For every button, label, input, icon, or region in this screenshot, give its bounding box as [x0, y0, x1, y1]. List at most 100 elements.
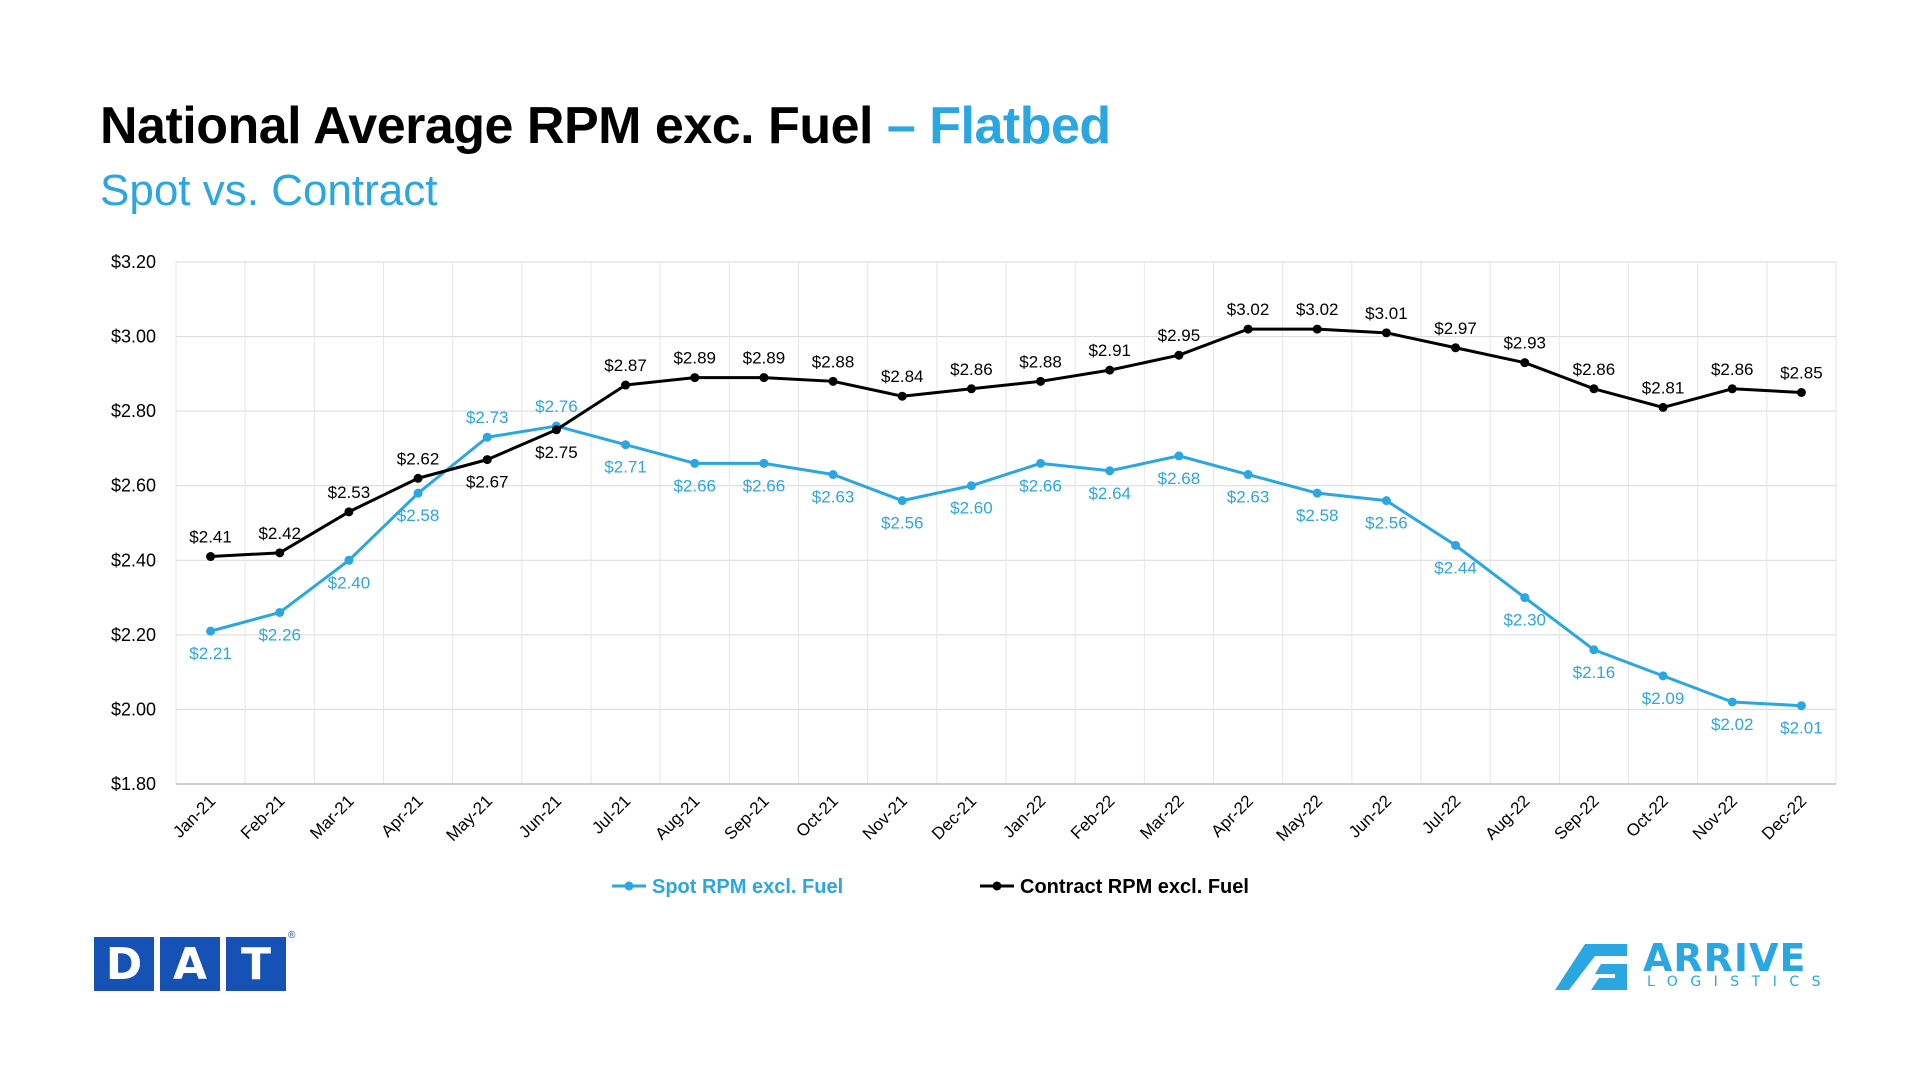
contract-data-label: $2.85	[1780, 364, 1823, 383]
contract-data-label: $2.86	[950, 360, 993, 379]
contract-data-point	[759, 373, 769, 383]
legend-label: Spot RPM excl. Fuel	[652, 876, 843, 898]
contract-data-label: $2.88	[812, 352, 855, 371]
spot-data-label: $2.56	[881, 514, 924, 533]
x-tick-label: Apr-21	[377, 791, 427, 841]
x-tick-label: Aug-22	[1481, 791, 1533, 843]
spot-data-point	[1796, 701, 1806, 711]
contract-data-point	[206, 552, 216, 562]
contract-data-point	[897, 391, 907, 401]
x-tick-label: Jun-21	[515, 791, 565, 841]
spot-data-label: $2.64	[1088, 484, 1131, 503]
spot-data-point	[1520, 593, 1530, 603]
x-tick-label: May-21	[443, 791, 497, 845]
y-tick-label: $3.00	[111, 327, 156, 347]
contract-data-label: $2.62	[397, 449, 440, 468]
spot-data-point	[966, 481, 976, 491]
spot-data-label: $2.40	[328, 573, 371, 592]
spot-data-label: $2.66	[673, 476, 716, 495]
chart-title-accent: – Flatbed	[886, 97, 1111, 155]
dat-logo-letter: A	[160, 937, 220, 991]
contract-data-point	[1658, 402, 1668, 412]
contract-data-label: $2.87	[604, 356, 647, 375]
contract-data-label: $3.02	[1227, 300, 1270, 319]
x-tick-label: May-22	[1273, 791, 1327, 845]
y-tick-label: $2.00	[111, 699, 156, 719]
spot-data-point	[344, 555, 354, 565]
spot-data-point	[690, 458, 700, 468]
contract-data-label: $2.84	[881, 367, 924, 386]
x-tick-label: Dec-21	[928, 791, 980, 843]
y-tick-label: $1.80	[111, 774, 156, 794]
spot-data-point	[413, 488, 423, 498]
x-tick-label: Oct-21	[792, 791, 842, 841]
spot-data-label: $2.71	[604, 458, 647, 477]
spot-data-label: $2.44	[1434, 558, 1477, 577]
contract-data-point	[1036, 376, 1046, 386]
contract-data-point	[1451, 343, 1461, 353]
y-tick-label: $2.40	[111, 550, 156, 570]
contract-data-point	[621, 380, 631, 390]
spot-data-label: $2.01	[1780, 719, 1823, 738]
spot-data-label: $2.30	[1503, 611, 1546, 630]
legend-swatch-marker	[992, 881, 1002, 891]
contract-data-label: $2.88	[1019, 352, 1062, 371]
contract-data-point	[966, 384, 976, 394]
x-tick-label: Feb-22	[1067, 791, 1119, 843]
spot-data-point	[828, 470, 838, 480]
registered-mark: ®	[288, 930, 296, 941]
contract-data-point	[1589, 384, 1599, 394]
data-labels: $2.21 $2.26 $2.40 $2.58 $2.73 $2.76 $2.71 $2.66…	[189, 300, 1822, 738]
contract-data-point	[1381, 328, 1391, 338]
spot-data-point	[1589, 645, 1599, 655]
spot-data-point	[621, 440, 631, 450]
spot-data-label: $2.66	[1019, 476, 1062, 495]
spot-data-point	[275, 607, 285, 617]
contract-data-point	[1243, 324, 1253, 334]
spot-data-label: $2.68	[1158, 469, 1201, 488]
arrive-subtext: LOGISTICS	[1647, 974, 1834, 990]
dat-logo-letter: T	[226, 937, 286, 991]
y-tick-label: $2.60	[111, 476, 156, 496]
contract-data-point	[275, 548, 285, 558]
contract-data-label: $2.67	[466, 473, 509, 492]
spot-data-point	[897, 496, 907, 506]
contract-data-label: $2.86	[1711, 360, 1754, 379]
legend-swatch-marker	[624, 881, 634, 891]
series-layer	[206, 324, 1806, 711]
spot-data-label: $2.60	[950, 499, 993, 518]
contract-data-label: $2.86	[1573, 360, 1616, 379]
contract-data-label: $2.75	[535, 443, 578, 462]
contract-data-label: $3.02	[1296, 300, 1339, 319]
spot-data-label: $2.09	[1642, 689, 1685, 708]
contract-data-point	[1727, 384, 1737, 394]
x-tick-label: Jun-22	[1345, 791, 1395, 841]
spot-data-label: $2.76	[535, 397, 578, 416]
x-tick-label: Apr-22	[1207, 791, 1257, 841]
contract-data-label: $3.01	[1365, 304, 1408, 323]
contract-data-point	[1174, 350, 1184, 360]
x-tick-label: Jan-22	[999, 791, 1049, 841]
contract-data-label: $2.97	[1434, 319, 1477, 338]
spot-data-point	[1727, 697, 1737, 707]
spot-data-point	[1243, 470, 1253, 480]
x-tick-label: Nov-21	[859, 791, 911, 843]
gridlines	[175, 261, 1837, 785]
spot-data-point	[1036, 458, 1046, 468]
spot-series-line	[210, 424, 1802, 708]
y-axis: $1.80 $2.00 $2.20 $2.40 $2.60 $2.80 $3.00 $3.20	[111, 252, 156, 794]
x-tick-label: Feb-21	[237, 791, 289, 843]
arrive-wordmark: ARRIVE	[1643, 936, 1807, 980]
legend-label: Contract RPM excl. Fuel	[1020, 876, 1249, 898]
contract-data-point	[551, 425, 561, 435]
spot-data-label: $2.63	[812, 488, 855, 507]
spot-data-label: $2.58	[1296, 506, 1339, 525]
spot-data-label: $2.58	[397, 506, 440, 525]
contract-data-point	[690, 373, 700, 383]
spot-data-label: $2.02	[1711, 715, 1754, 734]
contract-data-point	[344, 507, 354, 517]
y-tick-label: $3.20	[111, 252, 156, 272]
y-tick-label: $2.20	[111, 625, 156, 645]
chart-title: National Average RPM exc. Fuel – Flatbed	[100, 97, 1111, 155]
